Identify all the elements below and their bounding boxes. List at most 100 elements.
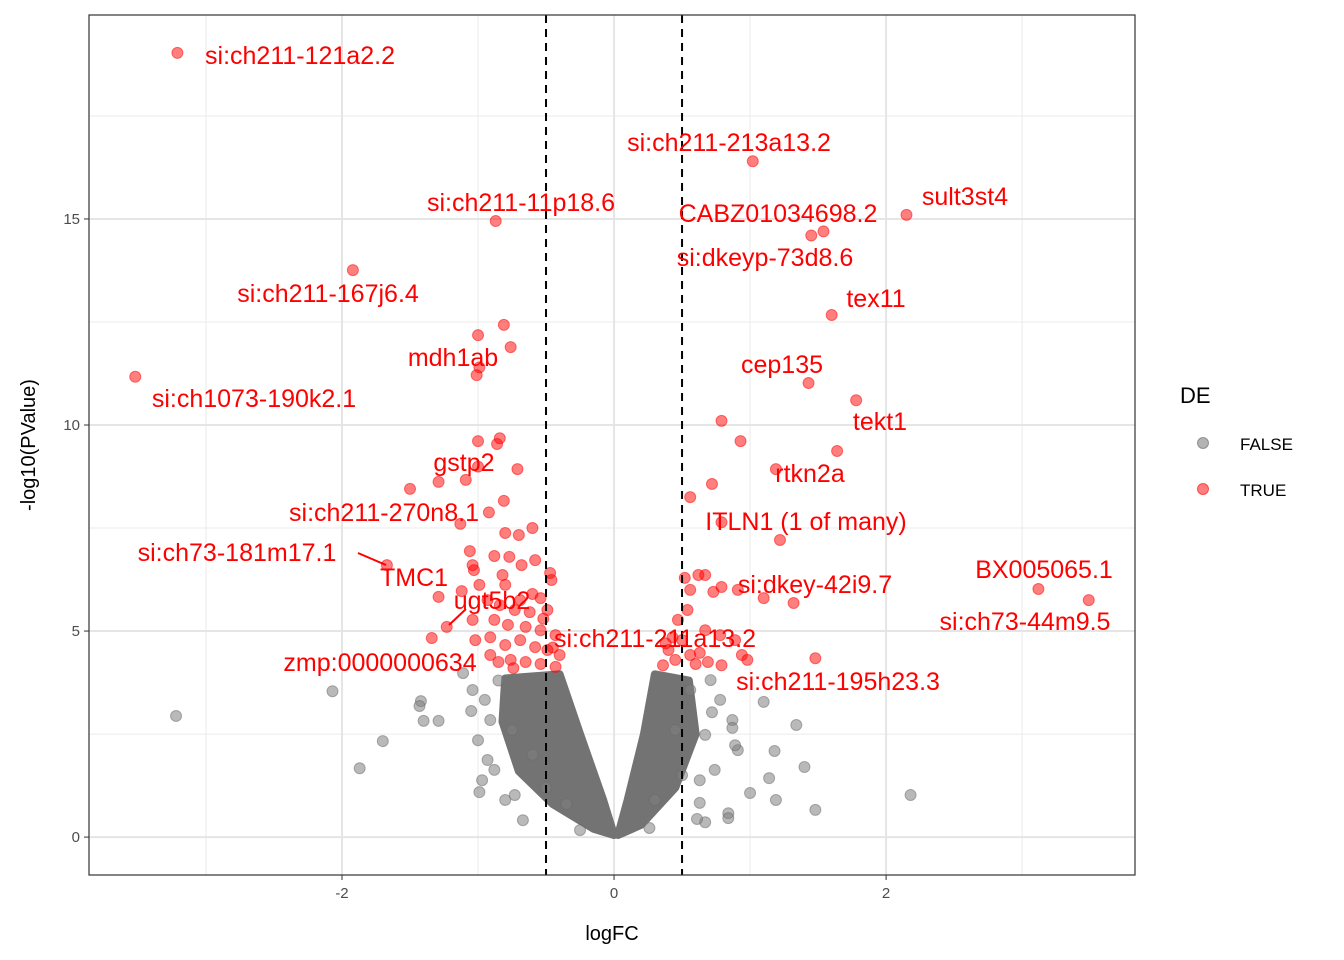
non-de-point [499,794,512,807]
de-point [519,620,532,633]
de-point [529,641,542,654]
non-de-point [508,789,521,802]
gene-label: tex11 [846,285,905,313]
non-de-point [757,695,770,708]
non-de-point [699,728,712,741]
y-tick-label: 15 [63,211,80,228]
de-point [463,545,476,558]
de-point [507,662,520,675]
labeled-de-point [1082,594,1095,607]
de-point [671,613,684,626]
labeled-de-point [482,506,495,519]
non-de-point [488,763,501,776]
non-de-point [481,754,494,767]
non-de-point [478,693,491,706]
de-point [707,585,720,598]
non-de-point [574,824,587,837]
de-point [488,613,501,626]
non-de-cloud-left [498,670,619,840]
de-point [534,658,547,671]
de-point [545,573,558,586]
labeled-de-point [346,264,359,277]
non-de-point [353,762,366,775]
de-point [514,634,527,647]
non-de-point [413,700,426,713]
non-de-point [769,794,782,807]
gene-label: mdh1ab [408,344,498,372]
de-point [511,463,524,476]
points [129,46,1095,837]
non-de-point [729,739,742,752]
non-de-point [684,683,697,696]
non-de-point [492,674,505,687]
labeled-de-point [825,308,838,321]
de-point [515,559,528,572]
gene-label: si:ch73-181m17.1 [138,539,337,567]
non-de-point [526,748,539,761]
de-point [549,629,562,642]
labeled-de-point [666,631,679,644]
labeled-de-point [746,155,759,168]
de-point [512,529,525,542]
non-de-point [476,774,489,787]
legend-title: DE [1180,383,1211,408]
gene-label: TMC1 [380,564,448,592]
de-point [432,475,445,488]
non-de-cloud-right [614,670,700,840]
non-de-point [432,714,445,727]
de-point [523,606,536,619]
de-point [715,414,728,427]
non-de-point [722,812,735,825]
non-de-point [648,794,661,807]
gene-label: gstp2 [433,449,494,477]
labeled-de-point [805,229,818,242]
de-point [481,594,494,607]
x-tick-label: 0 [610,885,618,902]
non-de-point [484,714,497,727]
de-point [734,435,747,448]
gene-label: ugt5b2 [454,587,530,615]
de-point [729,634,742,647]
non-de-point [726,721,739,734]
de-point [484,648,497,661]
de-point [701,655,714,668]
de-point [678,571,691,584]
non-de-point [473,786,486,799]
non-de-point [693,796,706,809]
labeled-de-point [425,632,438,645]
de-point [488,550,501,563]
de-point [705,477,718,490]
non-de-point [376,735,389,748]
de-point [731,583,744,596]
non-de-point [466,683,479,696]
de-point [501,618,514,631]
non-de-point [643,822,656,835]
labeled-de-point [473,361,486,374]
x-tick-label: 2 [882,885,890,902]
gene-label: CABZ01034698.2 [679,200,878,228]
grid [89,15,1135,875]
de-point [491,437,504,450]
labeled-de-point [171,46,184,59]
non-de-point [560,798,573,811]
labeled-de-point [472,460,485,473]
de-point [404,482,417,495]
y-tick-label: 10 [63,417,80,434]
de-point [537,612,550,625]
non-de-point [506,723,519,736]
legend-key-true [1197,483,1209,495]
de-point [503,550,516,563]
de-point [469,634,482,647]
de-point [689,658,702,671]
de-point [684,583,697,596]
de-point [514,594,527,607]
de-point [519,655,532,668]
de-point [497,318,510,331]
non-de-point [170,709,183,722]
non-de-point [417,714,430,727]
de-point [684,491,697,504]
de-point [546,641,559,654]
panel-border [88,14,1136,876]
de-point [484,631,497,644]
de-point [466,613,479,626]
